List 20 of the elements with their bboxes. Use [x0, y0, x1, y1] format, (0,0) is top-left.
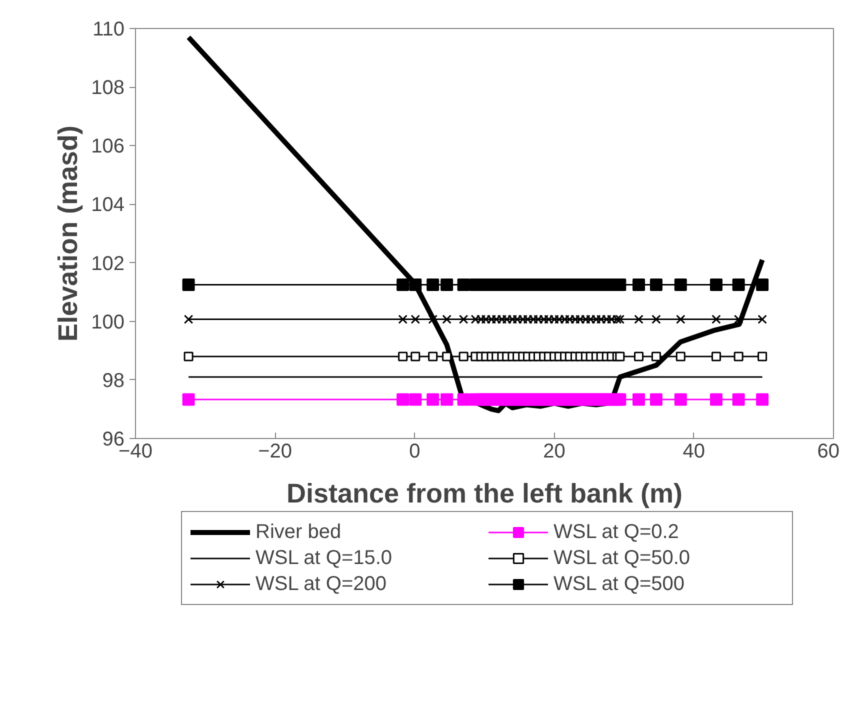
x-tick-label: 0 [409, 440, 420, 462]
legend-label: River bed [256, 520, 342, 544]
legend-label: WSL at Q=500 [554, 572, 686, 596]
x-tick-label: −20 [258, 440, 292, 462]
y-tick-label: 110 [92, 18, 125, 40]
y-tick-label: 106 [91, 136, 125, 158]
legend-label: WSL at Q=0.2 [554, 520, 680, 544]
y-tick-label: 108 [91, 77, 125, 100]
y-tick-label: 104 [91, 194, 125, 216]
x-tick-label: 20 [543, 440, 566, 462]
legend-label: WSL at Q=200 [256, 572, 388, 596]
legend-label: WSL at Q=15.0 [256, 546, 394, 570]
legend-label: WSL at Q=50.0 [554, 546, 692, 570]
x-tick-label: 40 [682, 440, 706, 462]
y-tick-label: 102 [91, 252, 125, 275]
y-tick-label: 98 [102, 370, 125, 392]
x-tick-label: 60 [817, 440, 840, 462]
x-axis-title: Distance from the left bank (m) [286, 478, 683, 508]
y-axis-title: Elevation (masd) [53, 125, 84, 342]
y-tick-label: 100 [91, 311, 125, 334]
